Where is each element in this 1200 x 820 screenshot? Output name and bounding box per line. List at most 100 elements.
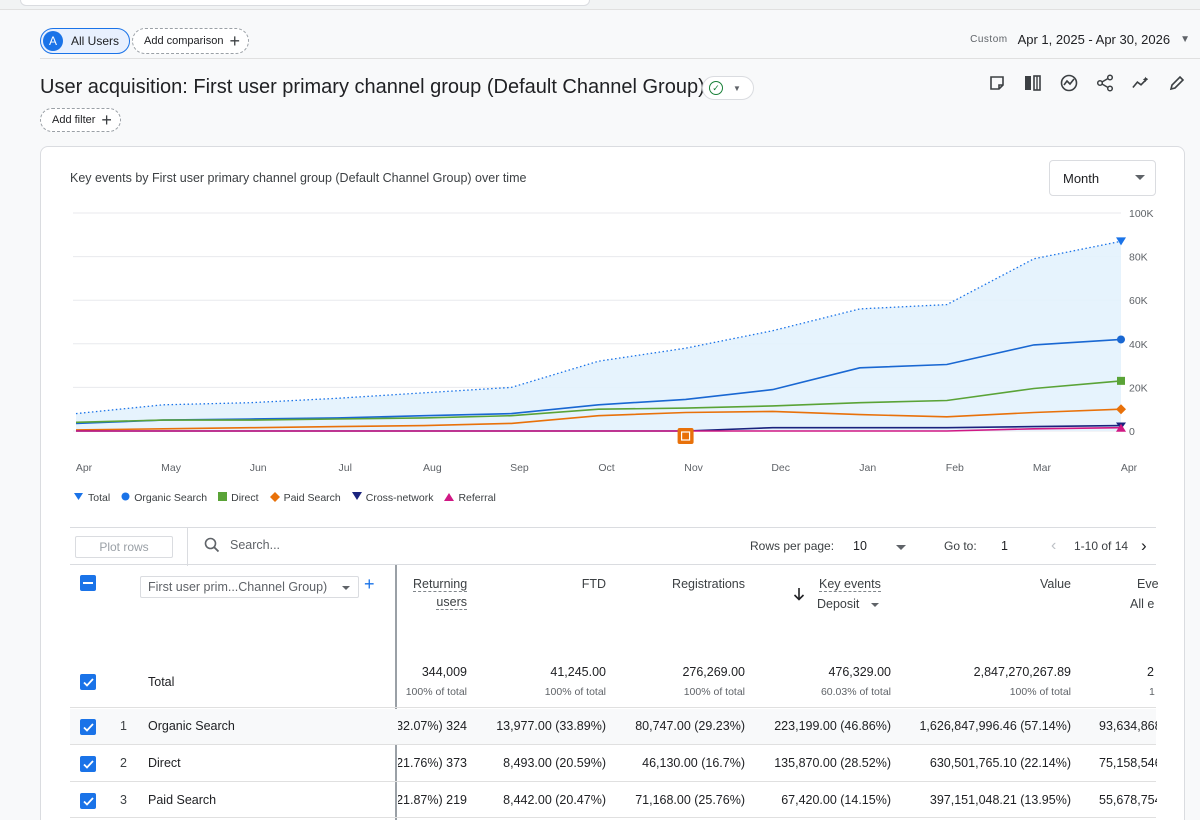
cell-value: 1,626,847,996.46 (57.14%) — [919, 719, 1071, 733]
legend-item[interactable]: Referral — [444, 492, 496, 504]
pagination-range: 1-10 of 14 — [1074, 539, 1129, 553]
check-circle-icon: ✓ — [709, 81, 723, 95]
add-comparison-button[interactable]: Add comparison + — [132, 28, 250, 54]
chevron-right-icon[interactable]: › — [1141, 536, 1147, 555]
share-icon[interactable] — [1096, 74, 1114, 92]
key-events-metric-label: Deposit — [817, 597, 860, 611]
cell-registrations: 46,130.00 (16.7%) — [642, 756, 745, 770]
search-input[interactable]: Search... — [230, 538, 281, 552]
y-tick-label: 60K — [1129, 295, 1148, 307]
segment-bar: A All Users Add comparison + Custom Apr … — [0, 22, 1200, 58]
series-line-0 — [75, 240, 1122, 415]
total-returning-users: 344,009 — [421, 665, 467, 679]
row-checkbox-total[interactable] — [80, 674, 96, 690]
trend-icon[interactable] — [1132, 74, 1150, 92]
add-dimension-icon[interactable]: + — [364, 574, 375, 594]
add-comparison-label: Add comparison — [144, 35, 224, 47]
legend-label: Total — [88, 492, 111, 504]
legend-label: Organic Search — [134, 492, 208, 504]
total-key-events-pct: 60.03% of total — [820, 686, 891, 698]
select-all-checkbox[interactable] — [80, 575, 96, 591]
total-registrations-pct: 100% of total — [683, 686, 745, 698]
add-filter-button[interactable]: Add filter + — [40, 108, 121, 132]
cell-key-events: 135,870.00 (28.52%) — [774, 756, 891, 770]
col-header-returning-users-line2[interactable]: users — [436, 595, 467, 610]
x-tick-label: Jan — [859, 462, 876, 474]
granularity-value: Month — [1063, 170, 1100, 186]
col-header-registrations[interactable]: Registrations — [672, 577, 745, 591]
series-line-5 — [76, 426, 1122, 432]
cell-value: 630,501,765.10 (22.14%) — [929, 756, 1071, 770]
cell-returning-users: 373 (21.76%) — [398, 756, 467, 770]
legend-item[interactable]: Paid Search — [269, 491, 341, 505]
chart-legend: Total Organic Search Direct Paid Search Cros… — [73, 491, 496, 505]
cell-ftd: 13,977.00 (33.89%) — [496, 719, 606, 733]
cell-key-events: 223,199.00 (46.86%) — [774, 719, 891, 733]
legend-item[interactable]: Direct — [218, 492, 259, 504]
plot-rows-button[interactable]: Plot rows — [75, 536, 173, 558]
y-tick-label: 100K — [1129, 208, 1154, 220]
report-status-button[interactable]: ✓ ▼ — [702, 76, 754, 100]
add-filter-label: Add filter — [52, 114, 96, 126]
legend-marker-icon — [218, 492, 228, 504]
row-checkbox[interactable] — [80, 719, 96, 735]
col-header-ftd[interactable]: FTD — [581, 577, 606, 591]
top-search-pill[interactable] — [20, 0, 590, 6]
row-rank: 1 — [120, 719, 127, 733]
pencil-icon[interactable] — [1168, 74, 1186, 92]
page-title: User acquisition: First user primary cha… — [40, 76, 705, 98]
x-tick-label: Apr — [76, 462, 93, 474]
sort-desc-icon[interactable] — [793, 587, 805, 606]
y-tick-label: 40K — [1129, 339, 1148, 351]
date-range-picker[interactable]: Custom Apr 1, 2025 - Apr 30, 2026 ▼ — [970, 32, 1190, 47]
cell-events: 75,158,546 — [1099, 756, 1157, 770]
total-registrations: 276,269.00 — [682, 665, 745, 679]
row-checkbox[interactable] — [80, 793, 96, 809]
dimension-select[interactable]: First user prim...Channel Group) — [140, 576, 359, 598]
edit-comparison-icon[interactable] — [988, 74, 1006, 92]
compare-icon[interactable] — [1024, 74, 1042, 92]
goto-input[interactable]: 1 — [1001, 539, 1008, 553]
table-toolbar: Plot rows Search... Rows per page: 10 Go… — [70, 527, 1156, 566]
cell-key-events: 67,420.00 (14.15%) — [781, 793, 891, 807]
legend-item[interactable]: Total — [73, 491, 110, 505]
chart-title: Key events by First user primary channel… — [70, 171, 527, 185]
row-channel-name[interactable]: Organic Search — [148, 719, 235, 733]
toolbar-divider — [187, 528, 188, 566]
chevron-left-icon[interactable]: ‹ — [1051, 537, 1057, 554]
goto-label: Go to: — [944, 539, 977, 553]
x-tick-label: Jul — [339, 462, 352, 474]
col-header-key-events[interactable]: Key events — [819, 577, 881, 592]
col-header-events[interactable]: Eve — [1137, 577, 1159, 591]
x-tick-label: Nov — [684, 462, 703, 474]
cell-returning-users: 324 (32.07%) — [398, 719, 467, 733]
all-users-chip[interactable]: A All Users — [40, 28, 131, 54]
rows-per-page-select[interactable]: 10 — [853, 539, 867, 553]
row-channel-name[interactable]: Paid Search — [148, 793, 217, 807]
legend-item[interactable]: Organic Search — [121, 492, 207, 504]
total-events-pct: 1 — [1149, 686, 1155, 698]
y-tick-label: 20K — [1129, 382, 1148, 394]
x-tick-label: Aug — [423, 462, 442, 474]
row-checkbox[interactable] — [80, 756, 96, 772]
series-marker-1 — [1117, 335, 1125, 344]
key-events-metric-select[interactable]: Deposit — [817, 597, 879, 611]
row-channel-name[interactable]: Direct — [148, 756, 181, 770]
table-search[interactable]: Search... — [204, 537, 280, 553]
report-card: Key events by First user primary channel… — [40, 146, 1185, 820]
dropdown-caret-icon[interactable] — [896, 545, 906, 550]
granularity-select[interactable]: Month — [1049, 160, 1156, 196]
x-tick-label: Jun — [250, 462, 267, 474]
legend-label: Paid Search — [283, 492, 341, 504]
series-line-3 — [75, 408, 1122, 431]
col-header-value[interactable]: Value — [1039, 577, 1071, 591]
dropdown-caret-icon — [1135, 175, 1145, 180]
insights-icon[interactable] — [1060, 74, 1078, 92]
x-tick-label: Feb — [946, 462, 964, 474]
series-marker-0 — [1116, 237, 1126, 246]
column-divider — [395, 565, 397, 820]
row-rank: 3 — [120, 793, 127, 807]
total-ftd: 41,245.00 — [550, 665, 606, 679]
legend-item[interactable]: Cross-network — [351, 492, 433, 504]
col-header-returning-users[interactable]: Returning — [413, 577, 468, 592]
